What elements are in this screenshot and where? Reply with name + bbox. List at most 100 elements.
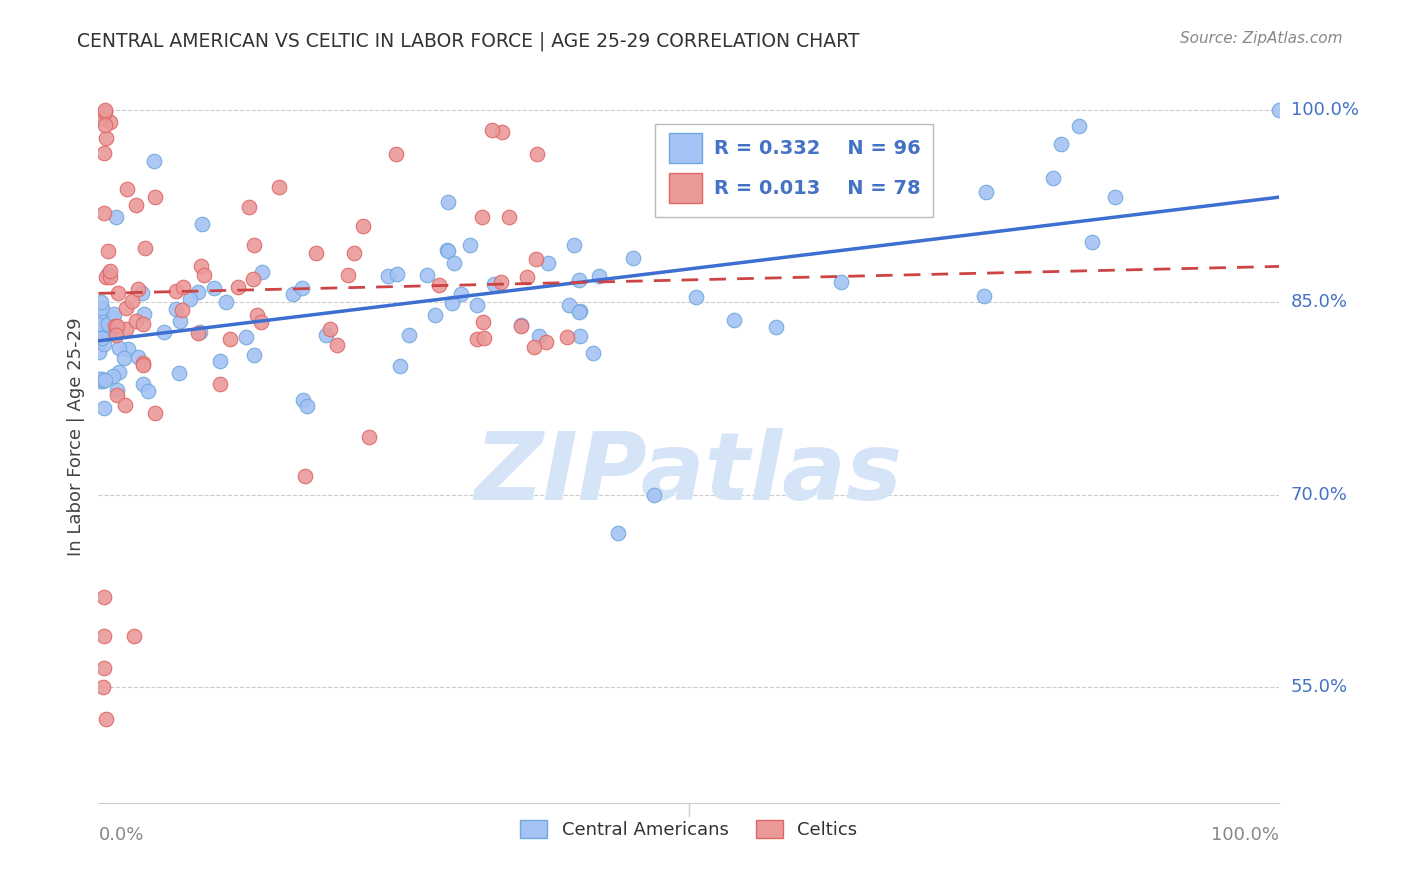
Point [472,331,495,345]
Point [93,401,115,416]
Point [90,372,112,386]
Point [115,321,138,335]
Point [89,324,111,338]
Point [93,661,115,675]
Point [94,269,117,284]
Point [1104,190,1126,204]
Point [388,359,411,373]
Point [98,326,121,340]
Text: Source: ZipAtlas.com: Source: ZipAtlas.com [1180,31,1343,46]
Point [305,246,328,260]
Point [219,332,242,346]
Point [165,284,187,298]
Point [101,310,124,325]
Point [621,251,644,265]
Point [557,330,579,344]
Point [643,488,665,502]
Point [235,330,257,344]
Legend: Central Americans, Celtics: Central Americans, Celtics [513,813,865,847]
Point [108,365,131,379]
Point [89,321,111,335]
Point [537,256,560,270]
Point [90,301,112,316]
Point [516,269,538,284]
Point [202,281,225,295]
Point [416,268,439,283]
Point [385,267,408,281]
Point [93,205,115,219]
Point [243,237,266,252]
Point [243,348,266,362]
Point [121,293,143,308]
Point [588,269,610,284]
Point [482,277,505,292]
Point [491,125,513,139]
Point [127,282,149,296]
Point [765,319,787,334]
Point [98,264,121,278]
Point [87,372,110,386]
Point [104,210,127,224]
Text: 70.0%: 70.0% [1291,486,1347,504]
Point [143,189,166,203]
Point [134,307,156,321]
Point [1069,119,1091,133]
Point [450,286,472,301]
Point [509,319,531,334]
Point [103,307,125,321]
Point [269,179,291,194]
Point [89,111,111,125]
Point [377,269,399,284]
Text: ZIPatlas: ZIPatlas [475,427,903,520]
Point [471,315,494,329]
Point [105,383,128,397]
Point [132,376,155,391]
Point [209,376,232,391]
Point [91,374,114,388]
Point [292,392,315,407]
Point [90,111,112,125]
Point [97,317,120,331]
Point [526,147,548,161]
Point [215,295,238,310]
Point [94,373,117,387]
Point [509,318,531,332]
Point [97,244,120,258]
Point [1050,137,1073,152]
Point [250,315,273,329]
Point [131,356,153,370]
Point [242,272,264,286]
Point [581,346,603,360]
Point [187,326,209,341]
Point [295,400,318,414]
Point [352,219,374,233]
Point [281,287,304,301]
Point [98,269,121,284]
Point [465,298,488,312]
Point [357,430,380,444]
Point [489,276,512,290]
Point [125,198,148,212]
Point [607,526,630,541]
Point [131,285,153,300]
Point [87,317,110,331]
Point [568,273,591,287]
Point [524,252,547,267]
Point [773,194,796,208]
Point [103,368,125,383]
Point [529,328,551,343]
Point [423,308,446,322]
Point [458,237,481,252]
Point [326,338,349,352]
Point [536,335,558,350]
Point [93,629,115,643]
Point [238,200,260,214]
Point [127,351,149,365]
Point [191,217,214,231]
Point [441,296,464,310]
Point [384,147,406,161]
Point [97,325,120,339]
Point [105,319,128,334]
Point [122,629,145,643]
Point [134,241,156,255]
